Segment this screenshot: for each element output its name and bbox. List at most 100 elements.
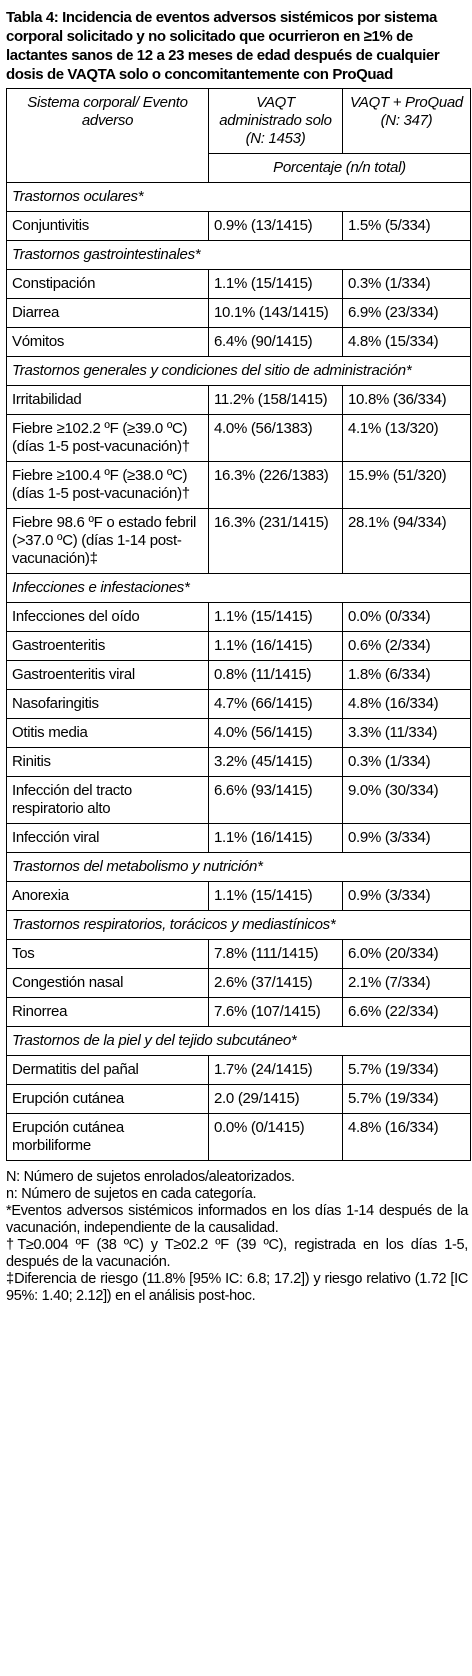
table-cell: Anorexia xyxy=(6,881,209,911)
table-cell: 1.7% (24/1415) xyxy=(208,1055,343,1085)
section-row: Trastornos respiratorios, torácicos y me… xyxy=(6,910,471,940)
table-cell: 0.0% (0/334) xyxy=(342,602,471,632)
data-row: Nasofaringitis 4.7% (66/1415) 4.8% (16/334… xyxy=(6,689,471,719)
table-cell: Infección viral xyxy=(6,823,209,853)
data-row: Vómitos 6.4% (90/1415) 4.8% (15/334) xyxy=(6,327,471,357)
table-cell: Erupción cutánea morbiliforme xyxy=(6,1113,209,1161)
table-cell: 16.3% (226/1383) xyxy=(208,461,343,509)
table-cell: 7.6% (107/1415) xyxy=(208,997,343,1027)
section-row: Trastornos de la piel y del tejido subcu… xyxy=(6,1026,471,1056)
table-cell: Fiebre 98.6 ºF o estado febril (>37.0 ºC… xyxy=(6,508,209,574)
table-cell: 4.0% (56/1383) xyxy=(208,414,343,462)
table-cell: 4.0% (56/1415) xyxy=(208,718,343,748)
section-row: Trastornos oculares* xyxy=(6,182,471,212)
table-cell: 1.1% (15/1415) xyxy=(208,881,343,911)
table-title: Tabla 4: Incidencia de eventos adversos … xyxy=(6,9,440,83)
footnote: †T≥0.004 ºF (38 ºC) y T≥02.2 ºF (39 ºC),… xyxy=(6,1237,468,1270)
data-row: Congestión nasal 2.6% (37/1415) 2.1% (7/33… xyxy=(6,968,471,998)
table-cell: 2.0 (29/1415) xyxy=(208,1084,343,1114)
data-row: Conjuntivitis 0.9% (13/1415) 1.5% (5/334) xyxy=(6,211,471,241)
table-cell: 4.1% (13/320) xyxy=(342,414,471,462)
table-cell: 1.8% (6/334) xyxy=(342,660,471,690)
table-cell: 5.7% (19/334) xyxy=(342,1084,471,1114)
section-cell: Trastornos respiratorios, torácicos y me… xyxy=(6,910,471,940)
section-row: Trastornos generales y condiciones del s… xyxy=(6,356,471,386)
table-cell: 0.9% (3/334) xyxy=(342,823,471,853)
header-cell: Sistema corporal/ Evento adverso xyxy=(6,88,209,183)
table-cell: Fiebre ≥100.4 ºF (≥38.0 ºC) (días 1-5 po… xyxy=(6,461,209,509)
table-cell: 0.9% (3/334) xyxy=(342,881,471,911)
data-row: Gastroenteritis 1.1% (16/1415) 0.6% (2/334… xyxy=(6,631,471,661)
subheader-cell: Porcentaje (n/n total) xyxy=(208,153,471,183)
data-row: Gastroenteritis viral 0.8% (11/1415) 1.8% … xyxy=(6,660,471,690)
table-cell: 0.3% (1/334) xyxy=(342,747,471,777)
footnote: *Eventos adversos sistémicos informados … xyxy=(6,1203,468,1236)
data-row: Otitis media 4.0% (56/1415) 3.3% (11/334) xyxy=(6,718,471,748)
table: Sistema corporal/ Evento adverso VAQT ad… xyxy=(6,88,471,1161)
table-cell: 0.3% (1/334) xyxy=(342,269,471,299)
footnote: N: Número de sujetos enrolados/aleatoriz… xyxy=(6,1169,295,1185)
section-cell: Trastornos oculares* xyxy=(6,182,471,212)
header-cell: VAQT administrado solo (N: 1453) xyxy=(208,88,343,154)
table-cell: Rinitis xyxy=(6,747,209,777)
table-cell: 4.8% (15/334) xyxy=(342,327,471,357)
table-cell: 16.3% (231/1415) xyxy=(208,508,343,574)
table-cell: 1.1% (15/1415) xyxy=(208,602,343,632)
table-cell: Fiebre ≥102.2 ºF (≥39.0 ºC) (días 1-5 po… xyxy=(6,414,209,462)
table-cell: Rinorrea xyxy=(6,997,209,1027)
table-cell: 1.1% (16/1415) xyxy=(208,631,343,661)
table-body: Trastornos oculares* Conjuntivitis 0.9% (1… xyxy=(6,182,471,1161)
data-row: Rinorrea 7.6% (107/1415) 6.6% (22/334) xyxy=(6,997,471,1027)
table-cell: Otitis media xyxy=(6,718,209,748)
data-row: Fiebre 98.6 ºF o estado febril (>37.0 ºC… xyxy=(6,508,471,574)
table-cell: 0.9% (13/1415) xyxy=(208,211,343,241)
table-cell: 5.7% (19/334) xyxy=(342,1055,471,1085)
data-row: Irritabilidad 11.2% (158/1415) 10.8% (36/3… xyxy=(6,385,471,415)
table-cell: 3.2% (45/1415) xyxy=(208,747,343,777)
table-cell: 1.1% (15/1415) xyxy=(208,269,343,299)
data-row: Anorexia 1.1% (15/1415) 0.9% (3/334) xyxy=(6,881,471,911)
table-cell: 0.8% (11/1415) xyxy=(208,660,343,690)
table-cell: Infecciones del oído xyxy=(6,602,209,632)
data-row: Dermatitis del pañal 1.7% (24/1415) 5.7% (… xyxy=(6,1055,471,1085)
header-cell: VAQT + ProQuad (N: 347) xyxy=(342,88,471,154)
table-cell: 28.1% (94/334) xyxy=(342,508,471,574)
table-cell: 0.0% (0/1415) xyxy=(208,1113,343,1161)
data-row: Erupción cutánea morbiliforme 0.0% (0/141… xyxy=(6,1113,471,1161)
table-cell: 2.1% (7/334) xyxy=(342,968,471,998)
table-cell: Congestión nasal xyxy=(6,968,209,998)
table-cell: 6.6% (93/1415) xyxy=(208,776,343,824)
footnote: n: Número de sujetos en cada categoría. xyxy=(6,1186,257,1202)
table-cell: Dermatitis del pañal xyxy=(6,1055,209,1085)
table-cell: Gastroenteritis viral xyxy=(6,660,209,690)
table-cell: 15.9% (51/320) xyxy=(342,461,471,509)
table-cell: 2.6% (37/1415) xyxy=(208,968,343,998)
data-row: Erupción cutánea 2.0 (29/1415) 5.7% (19/33… xyxy=(6,1084,471,1114)
table-cell: 10.8% (36/334) xyxy=(342,385,471,415)
data-row: Infección viral 1.1% (16/1415) 0.9% (3/334… xyxy=(6,823,471,853)
table-cell: Diarrea xyxy=(6,298,209,328)
table-cell: Nasofaringitis xyxy=(6,689,209,719)
table-cell: Constipación xyxy=(6,269,209,299)
data-row: Infección del tracto respiratorio alto 6.… xyxy=(6,776,471,824)
data-row: Rinitis 3.2% (45/1415) 0.3% (1/334) xyxy=(6,747,471,777)
table-cell: Tos xyxy=(6,939,209,969)
section-row: Trastornos del metabolismo y nutrición* xyxy=(6,852,471,882)
table-cell: 7.8% (111/1415) xyxy=(208,939,343,969)
table-cell: 6.0% (20/334) xyxy=(342,939,471,969)
data-row: Fiebre ≥100.4 ºF (≥38.0 ºC) (días 1-5 po… xyxy=(6,461,471,509)
table-cell: 6.4% (90/1415) xyxy=(208,327,343,357)
table-cell: Erupción cutánea xyxy=(6,1084,209,1114)
data-row: Infecciones del oído 1.1% (15/1415) 0.0% (… xyxy=(6,602,471,632)
table-cell: 9.0% (30/334) xyxy=(342,776,471,824)
table-cell: 11.2% (158/1415) xyxy=(208,385,343,415)
header-row: Sistema corporal/ Evento adverso VAQT ad… xyxy=(6,88,471,183)
table-cell: 10.1% (143/1415) xyxy=(208,298,343,328)
table-cell: Gastroenteritis xyxy=(6,631,209,661)
table-cell: Conjuntivitis xyxy=(6,211,209,241)
data-row: Diarrea 10.1% (143/1415) 6.9% (23/334) xyxy=(6,298,471,328)
section-row: Trastornos gastrointestinales* xyxy=(6,240,471,270)
data-row: Fiebre ≥102.2 ºF (≥39.0 ºC) (días 1-5 po… xyxy=(6,414,471,462)
